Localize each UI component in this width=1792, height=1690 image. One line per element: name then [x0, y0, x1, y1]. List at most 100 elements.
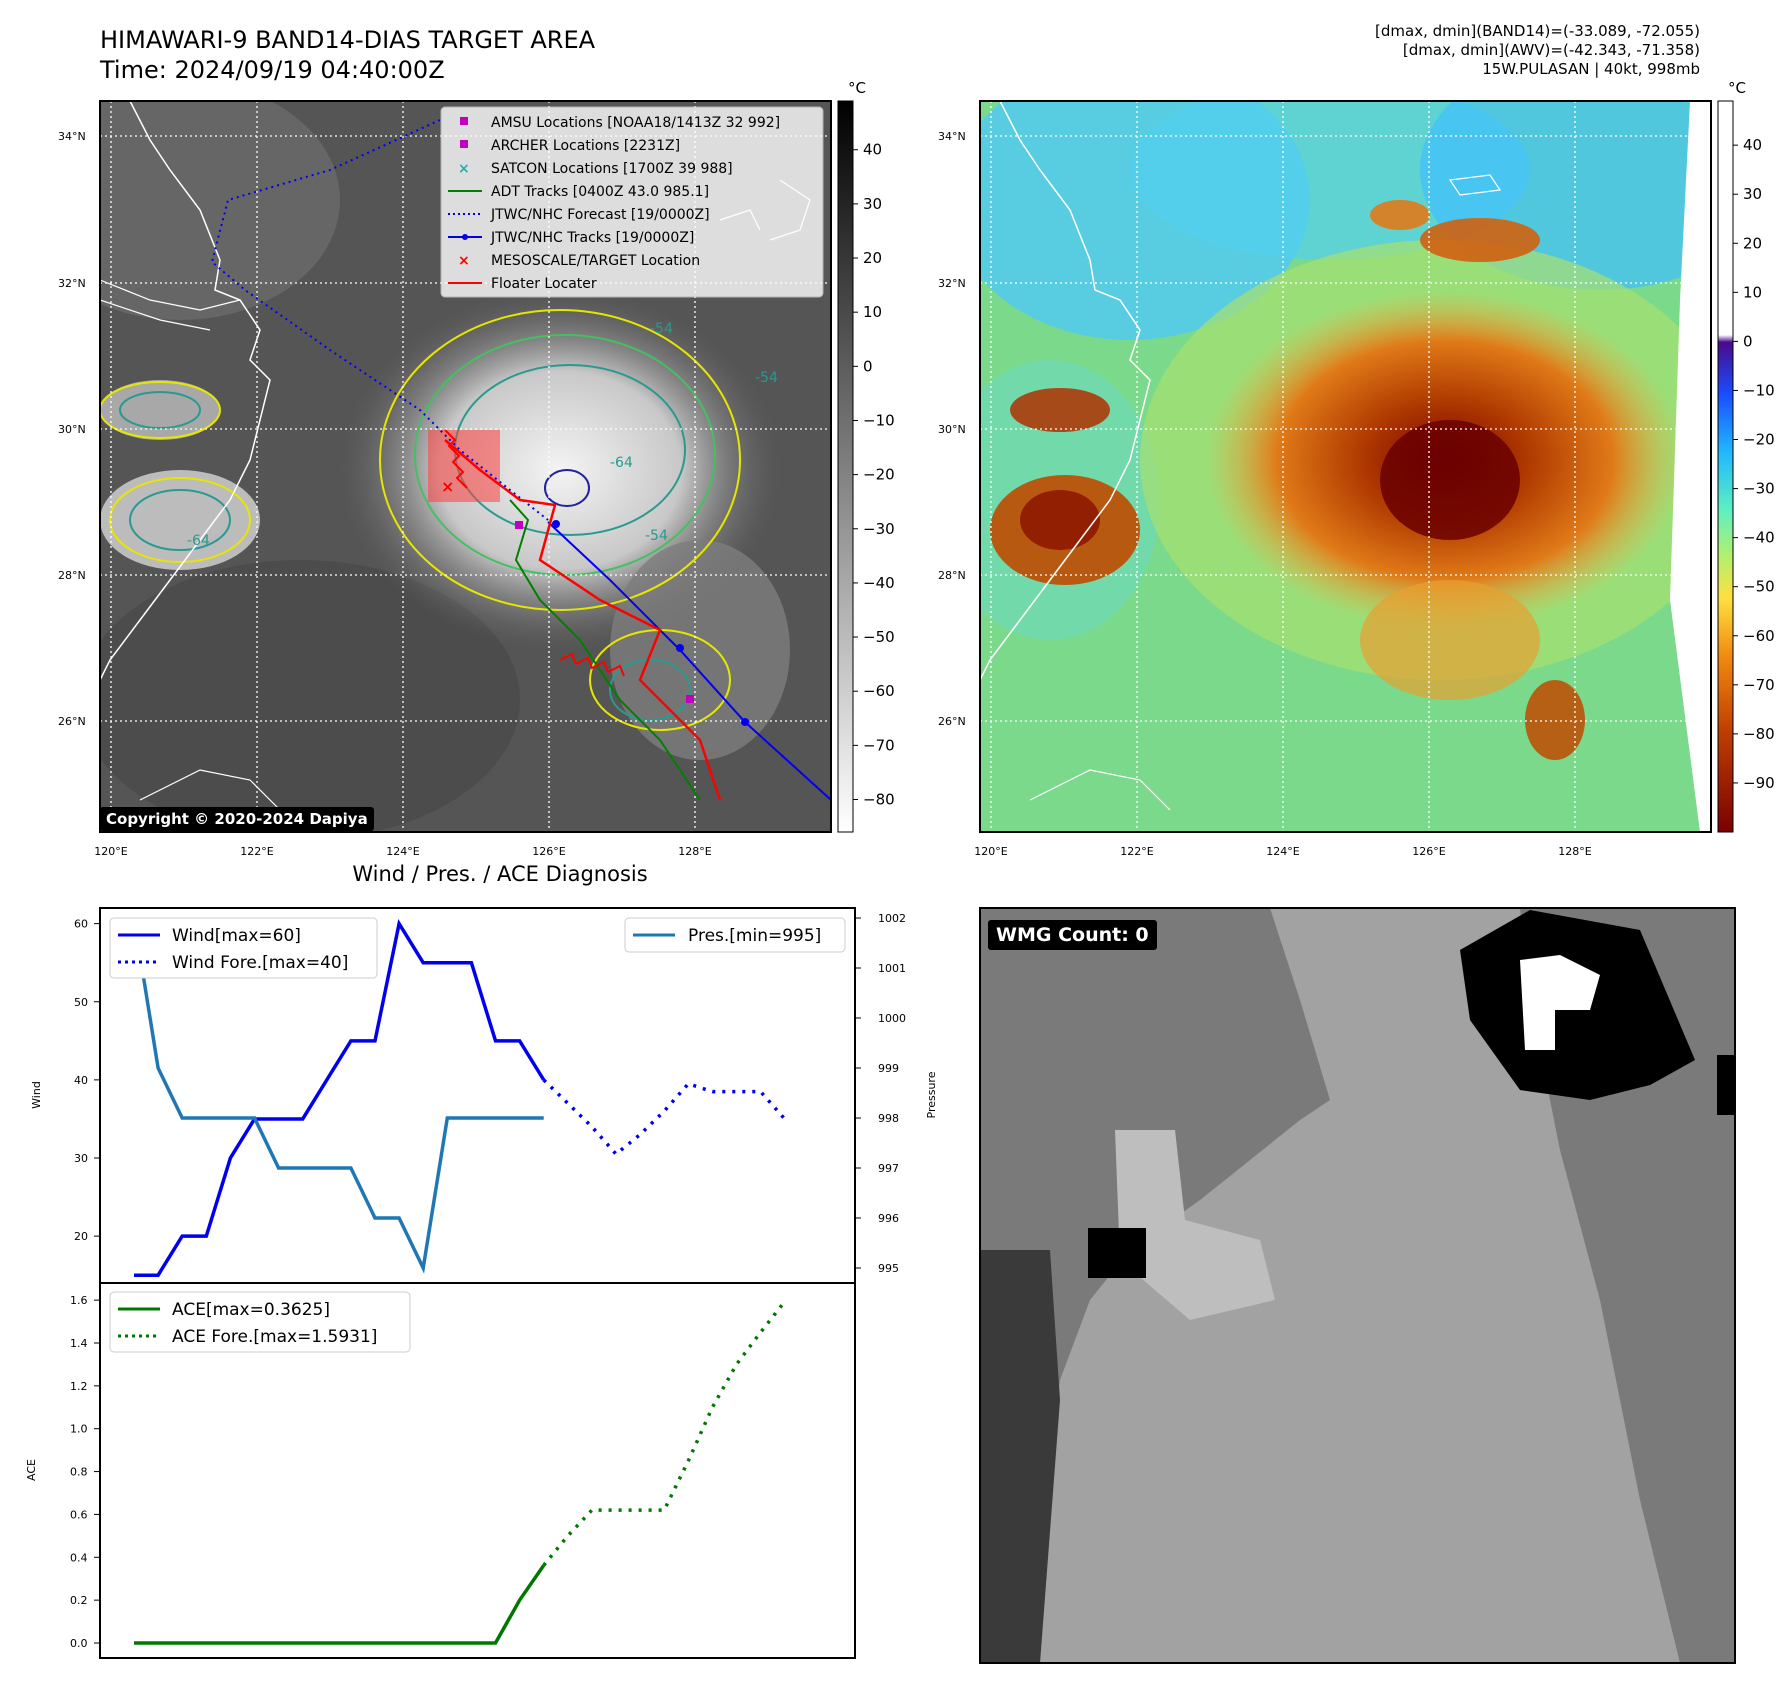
contour-label: -54: [645, 528, 668, 544]
pressure-legend: Pres.[min=995]: [624, 917, 846, 953]
lat-label: 34°N: [938, 130, 966, 143]
series-line-wind: [134, 918, 546, 1277]
info-line-3: 15W.PULASAN | 40kt, 998mb: [1482, 60, 1700, 78]
wind-tick-label: 50: [74, 996, 88, 1009]
ace-tick-label: 1.2: [70, 1380, 88, 1393]
coastline-china: [980, 101, 1151, 681]
wind-tick-label: 40: [74, 1074, 88, 1087]
ace-tick-label: 1.0: [70, 1423, 88, 1436]
lat-label: 28°N: [58, 569, 86, 582]
lon-label: 124°E: [1266, 845, 1299, 858]
legend-icon: ×: [458, 253, 470, 269]
colorbar-tick-label: 30: [1743, 185, 1762, 203]
pressure-tick-label: 995: [878, 1262, 899, 1275]
colorbar-tick-label: −60: [1743, 627, 1775, 645]
legend-label: ADT Tracks [0400Z 43.0 985.1]: [491, 184, 709, 200]
colorbar-tick-label: −60: [863, 682, 895, 700]
pressure-tick-label: 996: [878, 1212, 899, 1225]
contour-label: -64: [610, 455, 633, 471]
svg-text:×: ×: [441, 477, 454, 496]
colorbar-unit: °C: [848, 79, 866, 97]
lat-label: 32°N: [58, 277, 86, 290]
info-line-1: [dmax, dmin](BAND14)=(-33.089, -72.055): [1375, 22, 1700, 40]
lat-label: 26°N: [58, 715, 86, 728]
colorbar-tick-label: 20: [1743, 234, 1762, 252]
colorbar-tick-label: 30: [863, 195, 882, 213]
colorbar-tick-label: −10: [863, 411, 895, 429]
awv-map-frame: [979, 100, 1712, 833]
legend-label: Pres.[min=995]: [688, 926, 821, 946]
lon-label: 122°E: [1120, 845, 1153, 858]
title-line-1: HIMAWARI-9 BAND14-DIAS TARGET AREA: [100, 26, 596, 54]
legend-icon: [460, 117, 468, 125]
contour-label: -54: [755, 370, 778, 386]
copyright-badge: Copyright © 2020-2024 Dapiya: [100, 807, 374, 831]
pressure-tick-label: 1002: [878, 912, 906, 925]
awv-grid: [980, 101, 1711, 832]
series-line-ace-forecast: [542, 1300, 787, 1567]
lat-label: 28°N: [938, 569, 966, 582]
colorbar-tick-label: −50: [863, 628, 895, 646]
pressure-tick-label: 999: [878, 1062, 899, 1075]
info-block: [dmax, dmin](BAND14)=(-33.089, -72.055) …: [1375, 22, 1700, 79]
ace-tick-label: 0.6: [70, 1508, 88, 1521]
target-box: [428, 430, 500, 502]
colorbar-tick-label: −90: [1743, 774, 1775, 792]
adt-track: [509, 499, 701, 801]
pressure-tick-label: 997: [878, 1162, 899, 1175]
colorbar-tick-label: 20: [863, 249, 882, 267]
legend-label: JTWC/NHC Tracks [19/0000Z]: [490, 230, 694, 246]
lon-label: 128°E: [678, 845, 711, 858]
legend-label: AMSU Locations [NOAA18/1413Z 32 992]: [491, 115, 780, 131]
colorbar-tick-label: −20: [1743, 431, 1775, 449]
colorbar-tick-label: −40: [1743, 529, 1775, 547]
wind-tick-label: 60: [74, 918, 88, 931]
legend-label: ARCHER Locations [2231Z]: [491, 138, 680, 154]
wind-axis-label: Wind: [30, 1081, 43, 1109]
ir-map-frame: [99, 100, 832, 833]
colorbar-tick-label: −30: [1743, 480, 1775, 498]
lat-label: 30°N: [58, 423, 86, 436]
legend-label: Wind Fore.[max=40]: [172, 953, 348, 973]
colorbar-tick-label: −80: [863, 791, 895, 809]
lon-label: 120°E: [94, 845, 127, 858]
lon-label: 122°E: [240, 845, 273, 858]
pressure-tick-label: 1001: [878, 962, 906, 975]
colorbar-tick-label: 0: [863, 357, 873, 375]
ace-axis-label: ACE: [25, 1459, 38, 1481]
contour-yellow: [379, 309, 741, 611]
awv-axis-labels: 34°N 32°N 30°N 28°N 26°N 120°E 122°E 124…: [938, 130, 1592, 858]
series-line-pressure: [132, 917, 544, 1274]
colorbar-tick-label: −70: [863, 736, 895, 754]
ace-tick-label: 1.4: [70, 1337, 88, 1350]
lon-label: 126°E: [532, 845, 565, 858]
coastline-china: [100, 101, 271, 681]
colorbar-tick-label: 40: [1743, 136, 1762, 154]
wmg-frame: [979, 907, 1736, 1664]
info-line-2: [dmax, dmin](AWV)=(-42.343, -71.358): [1402, 41, 1700, 59]
wind-legend: Wind[max=60] Wind Fore.[max=40]: [109, 917, 378, 979]
contour-label: -54: [650, 321, 673, 337]
ir-axis-labels: 34°N 32°N 30°N 28°N 26°N 120°E 122°E 124…: [58, 130, 712, 858]
wind-tick-label: 20: [74, 1230, 88, 1243]
colorbar-tick-label: 40: [863, 141, 882, 159]
colorbar-tick-label: −70: [1743, 676, 1775, 694]
wmg-panel: [980, 908, 1735, 1663]
ace-tick-label: 1.6: [70, 1294, 88, 1307]
floater-track: [444, 439, 722, 801]
title-line-2: Time: 2024/09/19 04:40:00Z: [100, 56, 445, 84]
amsu-marker: [515, 521, 523, 529]
legend-label: MESOSCALE/TARGET Location: [491, 253, 700, 269]
series-line-wind-forecast: [542, 1078, 787, 1157]
legend-label: Floater Locater: [491, 276, 597, 292]
colorbar-tick-label: −10: [1743, 381, 1775, 399]
ir-grid: [100, 101, 831, 832]
colorbar-awv: °C 40 30 20 10 0 −10 −20 −30 −40 −50 −60 −70 −80 −90: [1717, 79, 1775, 833]
ace-tick-label: 0.0: [70, 1637, 88, 1650]
colorbar-tick-label: 10: [1743, 283, 1762, 301]
pressure-tick-label: 998: [878, 1112, 899, 1125]
pressure-axis-label: Pressure: [925, 1071, 938, 1118]
legend-label: ACE[max=0.3625]: [172, 1300, 330, 1320]
wmg-count-badge: WMG Count: 0: [988, 920, 1157, 950]
